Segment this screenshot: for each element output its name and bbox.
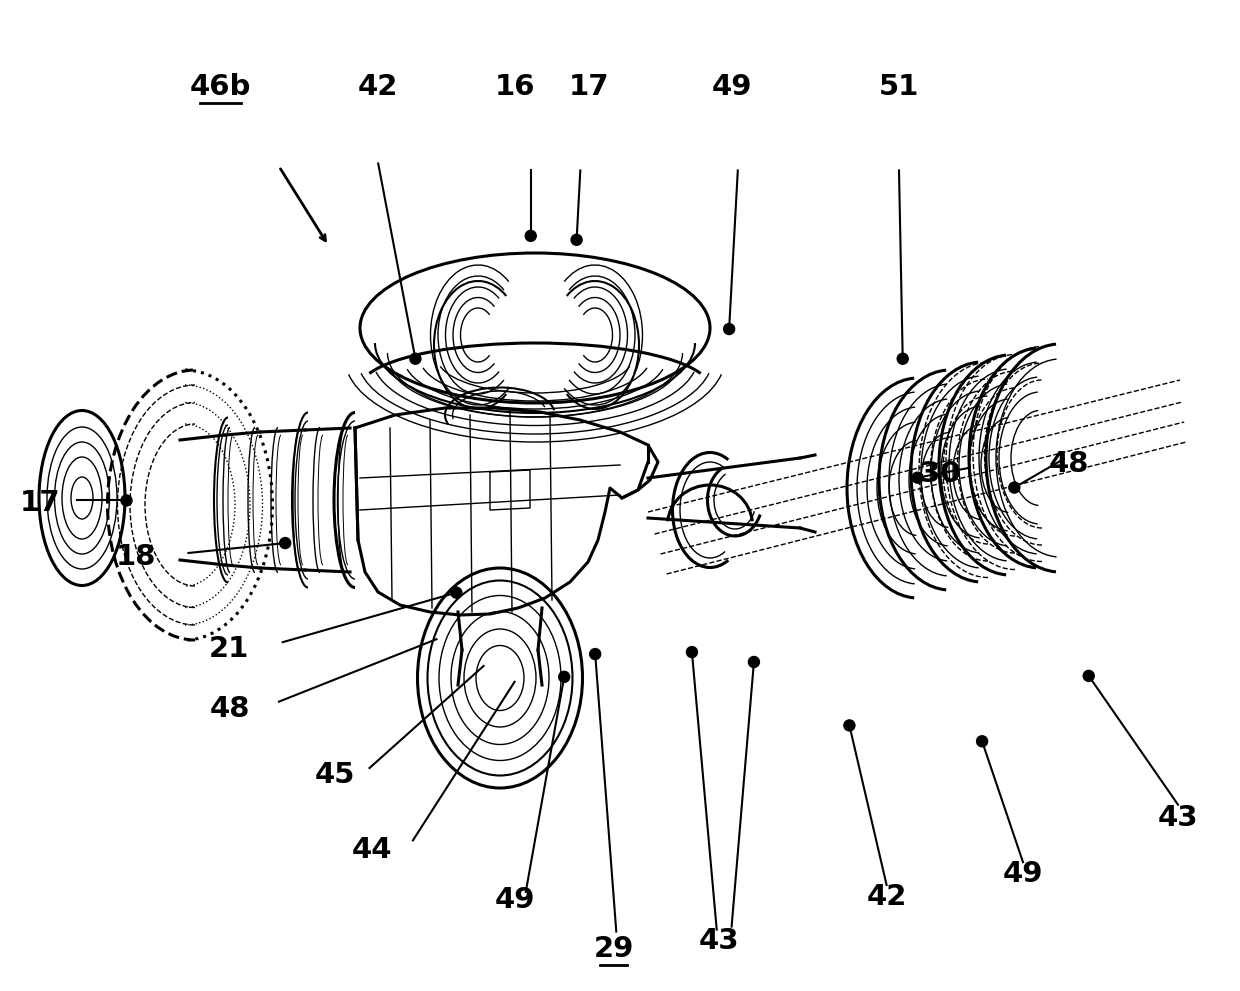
Text: 30: 30: [920, 460, 960, 488]
Circle shape: [844, 719, 854, 731]
Text: 17: 17: [20, 490, 60, 517]
Text: 51: 51: [879, 73, 919, 101]
Text: 45: 45: [315, 761, 355, 789]
Text: 46b: 46b: [190, 73, 252, 101]
Polygon shape: [355, 408, 658, 615]
Text: 21: 21: [210, 635, 249, 663]
Text: 49: 49: [495, 886, 534, 914]
Circle shape: [122, 495, 131, 506]
Text: 49: 49: [712, 73, 751, 101]
Text: 49: 49: [1003, 860, 1043, 888]
Circle shape: [1009, 482, 1019, 494]
Circle shape: [913, 472, 923, 484]
Text: 43: 43: [699, 928, 739, 955]
Text: 17: 17: [569, 73, 609, 101]
Text: 42: 42: [867, 883, 906, 911]
Circle shape: [280, 537, 290, 549]
Text: 18: 18: [117, 543, 156, 571]
Text: 44: 44: [352, 836, 392, 864]
Text: 48: 48: [1049, 450, 1089, 478]
Circle shape: [451, 587, 461, 599]
Circle shape: [687, 646, 697, 658]
Circle shape: [898, 353, 908, 365]
Circle shape: [724, 323, 734, 335]
Circle shape: [977, 735, 987, 747]
Circle shape: [559, 671, 569, 683]
Text: 29: 29: [594, 936, 634, 963]
Text: 16: 16: [495, 73, 534, 101]
Circle shape: [1084, 670, 1094, 682]
Text: 48: 48: [210, 695, 249, 722]
Circle shape: [590, 648, 600, 660]
Circle shape: [572, 234, 582, 246]
Circle shape: [526, 230, 536, 242]
Circle shape: [749, 656, 759, 668]
Text: 42: 42: [358, 73, 398, 101]
Circle shape: [410, 353, 420, 365]
Text: 43: 43: [1158, 804, 1198, 831]
